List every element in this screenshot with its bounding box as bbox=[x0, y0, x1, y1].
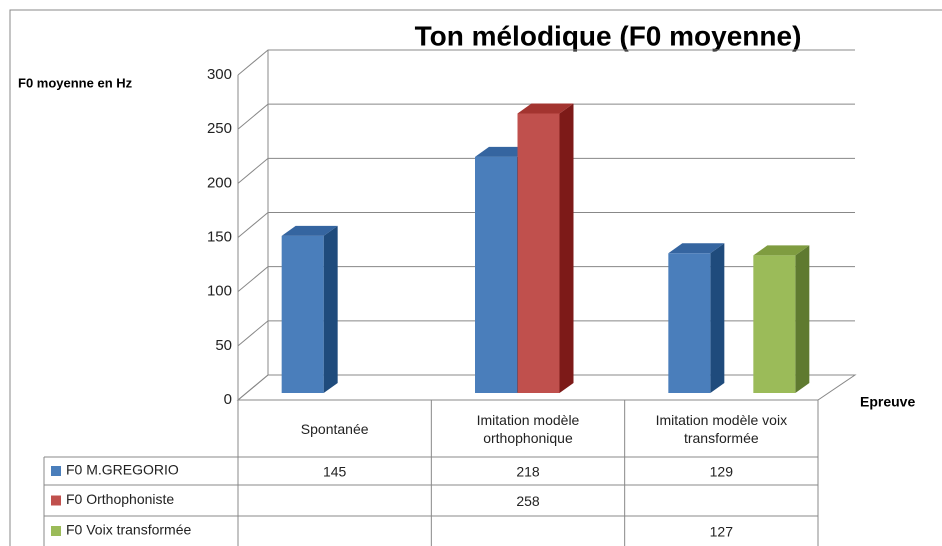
x-axis-label: Epreuve bbox=[860, 394, 915, 410]
legend-swatch bbox=[51, 526, 61, 536]
category-label: Spontanée bbox=[300, 420, 369, 437]
y-tick-label: 250 bbox=[207, 120, 232, 137]
legend-label: F0 Voix transformée bbox=[66, 522, 191, 538]
category-label: Imitation modèle orthophonique bbox=[476, 411, 580, 446]
y-axis-label: F0 moyenne en Hz bbox=[18, 75, 133, 90]
chart-title: Ton mélodique (F0 moyenne) bbox=[415, 20, 802, 51]
bar-top bbox=[753, 245, 810, 256]
grid-line bbox=[237, 103, 855, 130]
bar bbox=[668, 253, 711, 393]
grid-line bbox=[237, 49, 855, 76]
bar-side bbox=[795, 245, 810, 393]
bar-side bbox=[559, 103, 574, 393]
grid-line bbox=[237, 157, 855, 184]
bar-top bbox=[281, 225, 338, 236]
grid-line bbox=[237, 212, 855, 238]
bar bbox=[281, 235, 324, 393]
bar-top bbox=[517, 103, 574, 114]
bar-side bbox=[710, 243, 725, 393]
bar-side bbox=[323, 225, 338, 393]
table-value: 258 bbox=[516, 493, 540, 509]
y-tick-label: 300 bbox=[207, 66, 232, 83]
y-tick-label: 150 bbox=[207, 228, 232, 245]
bar bbox=[517, 113, 560, 393]
y-tick-label: 0 bbox=[224, 391, 232, 408]
table-value: 218 bbox=[516, 464, 540, 480]
y-tick-label: 100 bbox=[207, 283, 232, 300]
legend-swatch bbox=[51, 466, 61, 476]
y-tick-label: 50 bbox=[215, 337, 232, 354]
frame bbox=[9, 9, 942, 546]
table-value: 127 bbox=[710, 524, 734, 540]
legend-label: F0 Orthophoniste bbox=[66, 491, 174, 507]
grid-line bbox=[237, 266, 855, 293]
grid-line bbox=[237, 320, 855, 347]
bar-top bbox=[475, 146, 531, 157]
bar bbox=[753, 255, 796, 393]
category-label: Imitation modèle voix transformée bbox=[655, 411, 788, 446]
table-value: 145 bbox=[323, 464, 347, 480]
bar bbox=[475, 156, 517, 393]
y-tick-label: 200 bbox=[207, 174, 232, 191]
bar-top bbox=[668, 243, 725, 254]
table-value: 129 bbox=[710, 464, 734, 480]
legend-swatch bbox=[51, 495, 61, 506]
legend-label: F0 M.GREGORIO bbox=[66, 462, 179, 478]
grid-line bbox=[237, 374, 855, 401]
